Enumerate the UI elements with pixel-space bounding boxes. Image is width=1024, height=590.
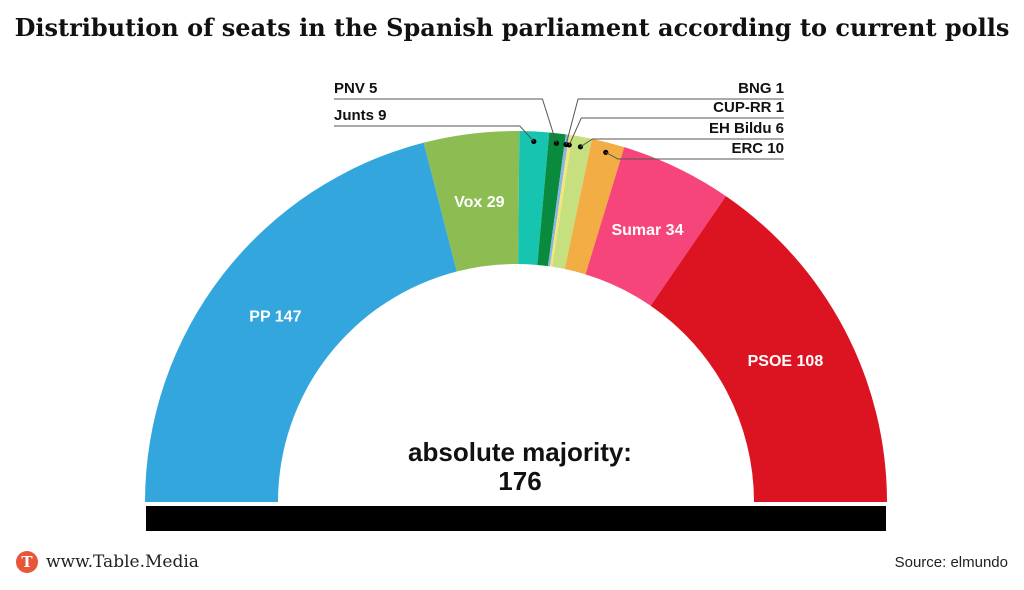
callout-line-erc [605, 151, 784, 160]
segment-eh-bildu [552, 135, 593, 270]
callout-line-junts [334, 125, 535, 142]
footer-source: Source: elmundo [894, 554, 1008, 571]
table-media-logo: T [16, 551, 38, 573]
footer-brand: www.Table.Media [46, 552, 199, 572]
callout-label-cup-rr: CUP-RR 1 [713, 99, 784, 116]
segment-cup-rr [550, 134, 573, 267]
segment-pp [145, 142, 457, 502]
callout-label-bng: BNG 1 [738, 80, 784, 97]
label-sumar: Sumar 34 [611, 222, 683, 239]
label-psoe: PSOE 108 [748, 353, 824, 370]
segment-bng [547, 134, 570, 267]
callout-label-pnv: PNV 5 [334, 80, 377, 97]
callout-line-pnv [334, 98, 557, 144]
segment-junts [518, 131, 550, 265]
segment-psoe [650, 196, 887, 502]
callout-label-junts: Junts 9 [334, 107, 387, 124]
label-pp: PP 147 [249, 308, 301, 325]
chart-title: Distribution of seats in the Spanish par… [14, 13, 1010, 42]
callout-label-erc: ERC 10 [731, 140, 784, 157]
segment-erc [564, 138, 625, 275]
callouts: Junts 9 PNV 5 BNG 1 CUP-RR 1 EH Bildu 6 ERC 1… [334, 80, 784, 160]
segment-pnv [537, 132, 566, 267]
seat-segments [145, 130, 887, 502]
callout-line-bng [565, 98, 784, 145]
inside-labels: PP 147 Vox 29 Sumar 34 PSOE 108 [249, 194, 823, 370]
callout-line-cup-rr [568, 117, 784, 146]
base-bar [146, 506, 886, 531]
label-vox: Vox 29 [454, 194, 505, 211]
majority-label: absolute majority: [408, 437, 632, 467]
segment-sumar [585, 147, 726, 306]
majority-value: 176 [498, 466, 541, 496]
segment-vox [423, 130, 520, 272]
callout-label-eh-bildu: EH Bildu 6 [709, 120, 784, 137]
callout-line-eh-bildu [580, 138, 784, 148]
